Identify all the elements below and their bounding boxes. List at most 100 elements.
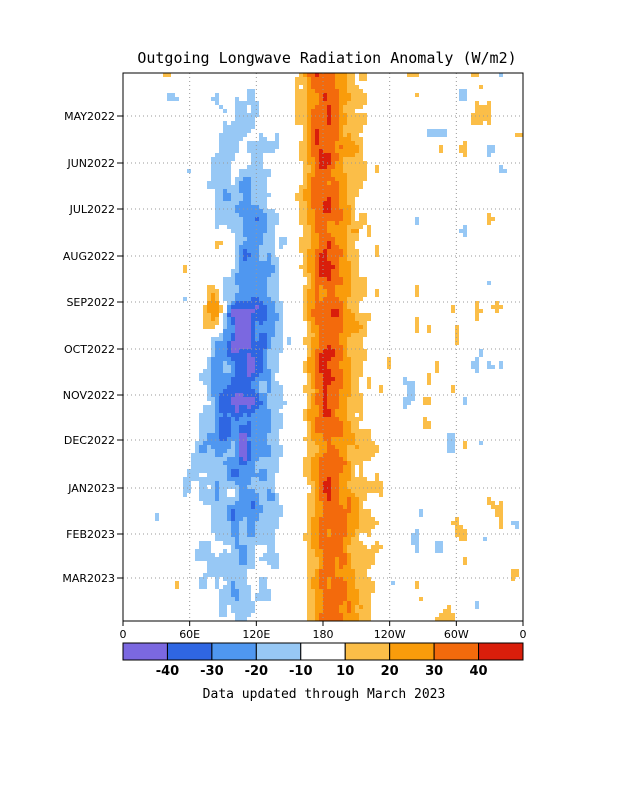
- anomaly-cell: [359, 393, 363, 397]
- anomaly-cell: [263, 349, 267, 353]
- anomaly-cell: [211, 441, 215, 445]
- anomaly-cell: [371, 549, 375, 553]
- anomaly-cell: [255, 453, 259, 457]
- anomaly-cell: [327, 361, 331, 365]
- anomaly-cell: [331, 517, 335, 521]
- anomaly-cell: [343, 329, 347, 333]
- anomaly-cell: [347, 193, 351, 197]
- anomaly-cell: [343, 529, 347, 533]
- anomaly-cell: [351, 429, 355, 433]
- anomaly-cell: [379, 481, 383, 485]
- anomaly-cell: [215, 157, 219, 161]
- anomaly-cell: [367, 445, 371, 449]
- anomaly-cell: [427, 325, 431, 329]
- anomaly-cell: [223, 149, 227, 153]
- anomaly-cell: [347, 249, 351, 253]
- anomaly-cell: [307, 525, 311, 529]
- anomaly-cell: [215, 197, 219, 201]
- anomaly-cell: [315, 393, 319, 397]
- anomaly-cell: [231, 529, 235, 533]
- anomaly-cell: [239, 277, 243, 281]
- anomaly-cell: [315, 593, 319, 597]
- anomaly-cell: [319, 465, 323, 469]
- anomaly-cell: [247, 385, 251, 389]
- anomaly-cell: [267, 437, 271, 441]
- anomaly-cell: [311, 165, 315, 169]
- anomaly-cell: [227, 297, 231, 301]
- anomaly-cell: [347, 401, 351, 405]
- anomaly-cell: [199, 541, 203, 545]
- anomaly-cell: [247, 441, 251, 445]
- anomaly-cell: [251, 521, 255, 525]
- anomaly-cell: [223, 561, 227, 565]
- anomaly-cell: [267, 505, 271, 509]
- anomaly-cell: [315, 125, 319, 129]
- anomaly-cell: [243, 425, 247, 429]
- anomaly-cell: [231, 509, 235, 513]
- anomaly-cell: [247, 525, 251, 529]
- anomaly-cell: [219, 161, 223, 165]
- anomaly-cell: [331, 121, 335, 125]
- anomaly-cell: [351, 529, 355, 533]
- anomaly-cell: [339, 229, 343, 233]
- anomaly-cell: [331, 593, 335, 597]
- anomaly-cell: [343, 185, 347, 189]
- anomaly-cell: [355, 121, 359, 125]
- anomaly-cell: [351, 289, 355, 293]
- anomaly-cell: [235, 585, 239, 589]
- anomaly-cell: [211, 489, 215, 493]
- anomaly-cell: [243, 537, 247, 541]
- anomaly-cell: [343, 277, 347, 281]
- anomaly-cell: [335, 613, 339, 617]
- anomaly-cell: [239, 125, 243, 129]
- anomaly-cell: [319, 85, 323, 89]
- anomaly-cell: [279, 333, 283, 337]
- anomaly-cell: [299, 149, 303, 153]
- anomaly-cell: [363, 557, 367, 561]
- anomaly-cell: [415, 581, 419, 585]
- anomaly-cell: [271, 289, 275, 293]
- anomaly-cell: [339, 357, 343, 361]
- anomaly-cell: [243, 357, 247, 361]
- anomaly-cell: [359, 293, 363, 297]
- anomaly-cell: [343, 385, 347, 389]
- anomaly-cell: [323, 469, 327, 473]
- anomaly-cell: [255, 409, 259, 413]
- anomaly-cell: [311, 485, 315, 489]
- anomaly-cell: [343, 557, 347, 561]
- anomaly-cell: [339, 253, 343, 257]
- anomaly-cell: [335, 189, 339, 193]
- anomaly-cell: [339, 281, 343, 285]
- anomaly-cell: [219, 337, 223, 341]
- anomaly-cell: [307, 517, 311, 521]
- anomaly-cell: [271, 469, 275, 473]
- anomaly-cell: [355, 257, 359, 261]
- anomaly-cell: [231, 449, 235, 453]
- anomaly-cell: [255, 497, 259, 501]
- anomaly-cell: [247, 145, 251, 149]
- anomaly-cell: [295, 85, 299, 89]
- anomaly-cell: [247, 437, 251, 441]
- anomaly-cell: [303, 209, 307, 213]
- anomaly-cell: [223, 457, 227, 461]
- anomaly-cell: [263, 513, 267, 517]
- anomaly-cell: [415, 533, 419, 537]
- anomaly-cell: [275, 469, 279, 473]
- anomaly-cell: [271, 149, 275, 153]
- anomaly-cell: [307, 349, 311, 353]
- anomaly-cell: [271, 501, 275, 505]
- anomaly-cell: [487, 213, 491, 217]
- anomaly-cell: [459, 525, 463, 529]
- anomaly-cell: [515, 133, 519, 137]
- anomaly-cell: [231, 361, 235, 365]
- anomaly-cell: [307, 265, 311, 269]
- anomaly-cell: [347, 137, 351, 141]
- anomaly-cell: [235, 505, 239, 509]
- anomaly-cell: [311, 581, 315, 585]
- anomaly-cell: [215, 585, 219, 589]
- anomaly-cell: [323, 261, 327, 265]
- anomaly-cell: [355, 409, 359, 413]
- anomaly-cell: [271, 329, 275, 333]
- anomaly-cell: [255, 161, 259, 165]
- anomaly-cell: [203, 489, 207, 493]
